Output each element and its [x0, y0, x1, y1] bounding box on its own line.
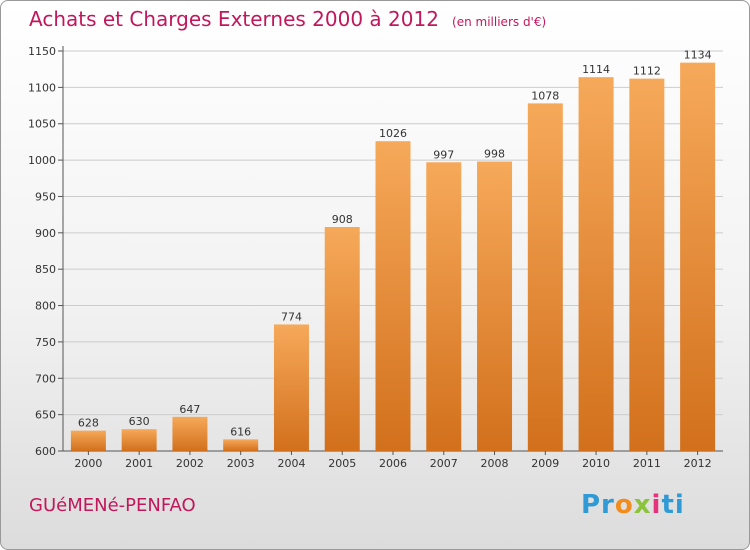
x-tick-label: 2011: [633, 457, 661, 470]
y-tick-label: 650: [35, 409, 56, 422]
y-tick-label: 1150: [28, 45, 56, 58]
x-tick-label: 2002: [176, 457, 204, 470]
y-tick-label: 750: [35, 336, 56, 349]
data-label: 1134: [684, 49, 712, 62]
bar-2007: [426, 162, 462, 452]
logo-part: ti: [661, 490, 685, 520]
bar-2005: [324, 227, 360, 451]
bar-2003: [223, 439, 259, 451]
data-label: 630: [129, 415, 150, 428]
proxiti-logo[interactable]: Proxiti: [581, 490, 685, 520]
y-tick-label: 1000: [28, 154, 56, 167]
commune-name: GUéMENé-PENFAO: [29, 495, 196, 516]
bar-2002: [172, 416, 208, 451]
x-tick-label: 2010: [582, 457, 610, 470]
data-label: 628: [78, 417, 99, 430]
data-label: 1078: [531, 89, 559, 102]
bars: [70, 62, 716, 452]
bar-2009: [527, 103, 563, 451]
chart-unit: (en milliers d'€): [452, 15, 547, 29]
data-label: 998: [484, 148, 505, 161]
bar-2010: [578, 77, 614, 451]
x-tick-label: 2005: [328, 457, 356, 470]
x-tick-label: 2003: [227, 457, 255, 470]
data-label: 1026: [379, 127, 407, 140]
x-tick-label: 2000: [74, 457, 102, 470]
bar-2001: [121, 429, 157, 451]
y-tick-label: 900: [35, 227, 56, 240]
logo-part: x: [633, 490, 652, 520]
data-label: 1114: [582, 63, 610, 76]
y-tick-label: 1050: [28, 118, 56, 131]
data-label: 647: [179, 403, 200, 416]
title-row: Achats et Charges Externes 2000 à 2012 (…: [29, 7, 546, 31]
y-tick-label: 700: [35, 372, 56, 385]
data-label: 997: [433, 148, 454, 161]
logo-part: i: [651, 490, 662, 520]
x-tick-labels: 2000 2001 2002 2003 2004 2005 2006 2007 2008 2009…: [74, 457, 711, 470]
logo-part: Pr: [581, 490, 615, 520]
x-tick-label: 2007: [430, 457, 458, 470]
bar-2011: [629, 78, 665, 452]
bar-2012: [680, 62, 716, 452]
data-label: 1112: [633, 65, 661, 78]
logo-part: o: [614, 490, 634, 520]
data-label: 908: [332, 213, 353, 226]
x-tick-label: 2001: [125, 457, 153, 470]
chart-title: Achats et Charges Externes 2000 à 2012: [29, 7, 439, 31]
x-tick-label: 2004: [277, 457, 305, 470]
bar-2004: [273, 324, 309, 451]
data-labels: 628 630 647 616 774 908 1026 997 998 1078 1114 1112…: [78, 49, 712, 439]
data-label: 774: [281, 310, 302, 323]
data-label: 616: [230, 425, 251, 438]
x-tick-label: 2006: [379, 457, 407, 470]
y-tick-label: 950: [35, 190, 56, 203]
y-tick-label: 850: [35, 263, 56, 276]
y-tick-labels: 600 650 700 750 800 850 900 950 1000 1050 1100 1150: [28, 45, 56, 458]
bar-2000: [70, 430, 106, 451]
x-tick-label: 2009: [531, 457, 559, 470]
x-tick-label: 2008: [481, 457, 509, 470]
bar-2006: [375, 141, 411, 451]
bar-2008: [477, 161, 513, 451]
y-tick-label: 800: [35, 300, 56, 313]
y-tick-label: 1100: [28, 81, 56, 94]
x-tick-label: 2012: [684, 457, 712, 470]
y-tick-label: 600: [35, 445, 56, 458]
